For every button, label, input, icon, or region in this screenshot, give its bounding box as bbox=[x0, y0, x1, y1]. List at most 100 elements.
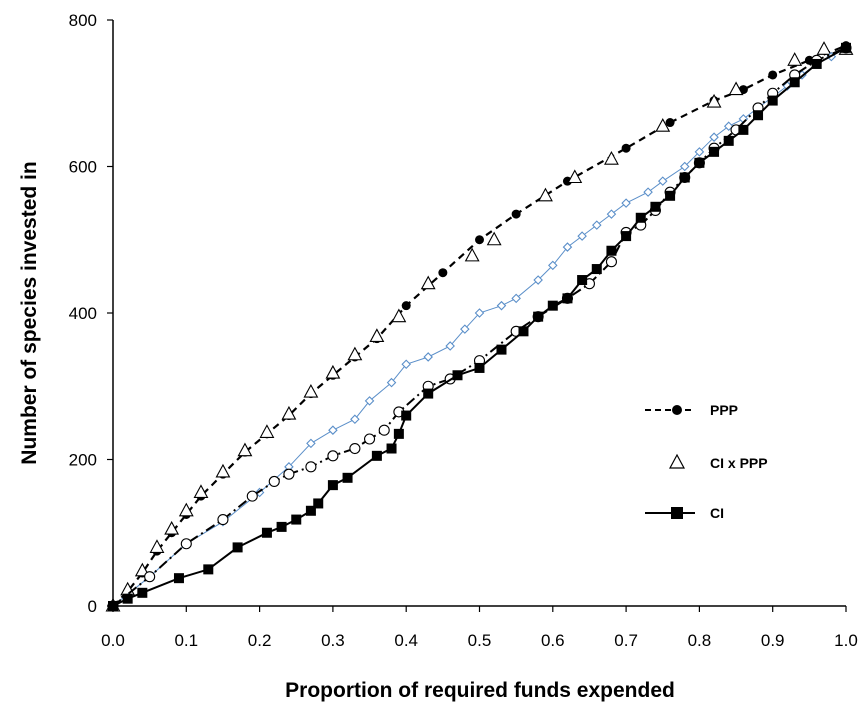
data-point bbox=[538, 187, 553, 202]
data-point bbox=[621, 231, 632, 242]
x-ticks: 0.0 0.1 0.2 0.3 0.4 0.5 0.6 0.7 0.8 0.9 1.0 bbox=[101, 606, 858, 650]
data-point bbox=[533, 275, 543, 285]
data-point bbox=[604, 151, 619, 165]
data-point bbox=[643, 187, 653, 197]
y-tick-label: 600 bbox=[69, 158, 97, 177]
data-point bbox=[460, 324, 470, 334]
data-point bbox=[401, 410, 412, 421]
data-point bbox=[325, 364, 341, 379]
legend-ci-marker bbox=[671, 507, 683, 519]
data-point bbox=[438, 268, 448, 278]
data-point bbox=[180, 538, 192, 550]
data-point bbox=[533, 311, 544, 322]
data-point bbox=[350, 414, 360, 424]
legend-ci-x-ppp-marker bbox=[668, 453, 686, 469]
data-point bbox=[420, 275, 436, 290]
series-4 bbox=[108, 42, 851, 611]
data-point bbox=[694, 147, 705, 157]
data-point bbox=[655, 118, 671, 132]
data-point bbox=[787, 52, 803, 66]
data-point bbox=[650, 201, 661, 212]
data-point bbox=[246, 490, 258, 502]
data-point bbox=[474, 362, 485, 373]
series-layer bbox=[105, 41, 854, 612]
data-point bbox=[665, 190, 676, 201]
x-tick-label: 0.6 bbox=[541, 631, 565, 650]
x-tick-label: 0.5 bbox=[468, 631, 492, 650]
legend-ci-x-ppp-label: CI x PPP bbox=[710, 455, 768, 471]
data-point bbox=[327, 450, 339, 462]
data-point bbox=[108, 601, 118, 611]
data-point bbox=[391, 308, 407, 323]
data-point bbox=[709, 146, 720, 157]
data-point bbox=[347, 346, 363, 361]
data-point bbox=[841, 42, 851, 53]
data-point bbox=[378, 424, 390, 436]
x-tick-label: 0.1 bbox=[174, 631, 198, 650]
data-point bbox=[811, 58, 822, 69]
y-ticks: 0 200 400 600 800 bbox=[69, 11, 113, 616]
data-point bbox=[261, 527, 272, 538]
legend: PPP CI x PPP CI bbox=[645, 402, 768, 521]
data-point bbox=[193, 484, 209, 499]
data-point bbox=[364, 396, 375, 406]
data-point bbox=[149, 539, 165, 553]
data-point bbox=[268, 475, 280, 488]
data-point bbox=[303, 383, 319, 398]
data-point bbox=[305, 505, 316, 516]
data-point bbox=[122, 593, 133, 604]
data-point bbox=[694, 157, 705, 168]
data-point bbox=[464, 247, 480, 262]
y-tick-label: 0 bbox=[88, 597, 97, 616]
data-point bbox=[283, 468, 295, 480]
data-point bbox=[452, 370, 463, 381]
data-point bbox=[401, 359, 411, 370]
data-point bbox=[327, 480, 338, 491]
x-axis-title: Proportion of required funds expended bbox=[285, 679, 675, 702]
x-tick-label: 0.9 bbox=[761, 631, 785, 650]
data-point bbox=[709, 132, 719, 142]
plot-area: 0.0 0.1 0.2 0.3 0.4 0.5 0.6 0.7 0.8 0.9 1.0 0 200 40… bbox=[69, 11, 858, 650]
data-point bbox=[217, 514, 229, 526]
data-point bbox=[203, 564, 214, 575]
data-point bbox=[134, 562, 150, 577]
data-point bbox=[386, 443, 397, 454]
data-point bbox=[137, 587, 148, 598]
y-tick-label: 800 bbox=[69, 11, 97, 30]
data-point bbox=[328, 425, 338, 435]
x-tick-label: 0.8 bbox=[688, 631, 712, 650]
data-point bbox=[496, 300, 507, 311]
data-point bbox=[577, 231, 587, 241]
legend-ppp-label: PPP bbox=[710, 402, 738, 418]
data-point bbox=[173, 573, 184, 584]
data-point bbox=[276, 521, 287, 532]
data-point bbox=[548, 260, 558, 271]
data-point bbox=[804, 55, 814, 65]
data-point bbox=[386, 377, 397, 388]
data-point bbox=[178, 502, 194, 517]
data-point bbox=[621, 198, 631, 208]
legend-item-ci-x-ppp: CI x PPP bbox=[668, 453, 768, 471]
data-point bbox=[393, 428, 404, 439]
x-tick-label: 0.3 bbox=[321, 631, 345, 650]
legend-ci-label: CI bbox=[710, 505, 724, 521]
x-tick-label: 0.2 bbox=[248, 631, 272, 650]
data-point bbox=[567, 169, 583, 184]
data-point bbox=[445, 341, 455, 351]
x-tick-label: 1.0 bbox=[834, 631, 858, 650]
data-point bbox=[281, 405, 297, 420]
data-point bbox=[306, 438, 316, 449]
data-point bbox=[291, 514, 302, 525]
data-point bbox=[606, 209, 617, 219]
y-tick-label: 200 bbox=[69, 451, 97, 470]
data-point bbox=[511, 293, 521, 304]
data-point bbox=[342, 472, 353, 483]
data-point bbox=[605, 256, 617, 268]
data-point bbox=[423, 352, 433, 362]
data-point bbox=[665, 118, 675, 128]
data-point bbox=[305, 461, 317, 473]
data-point bbox=[562, 242, 573, 252]
data-point bbox=[237, 442, 253, 457]
data-point bbox=[679, 172, 690, 183]
